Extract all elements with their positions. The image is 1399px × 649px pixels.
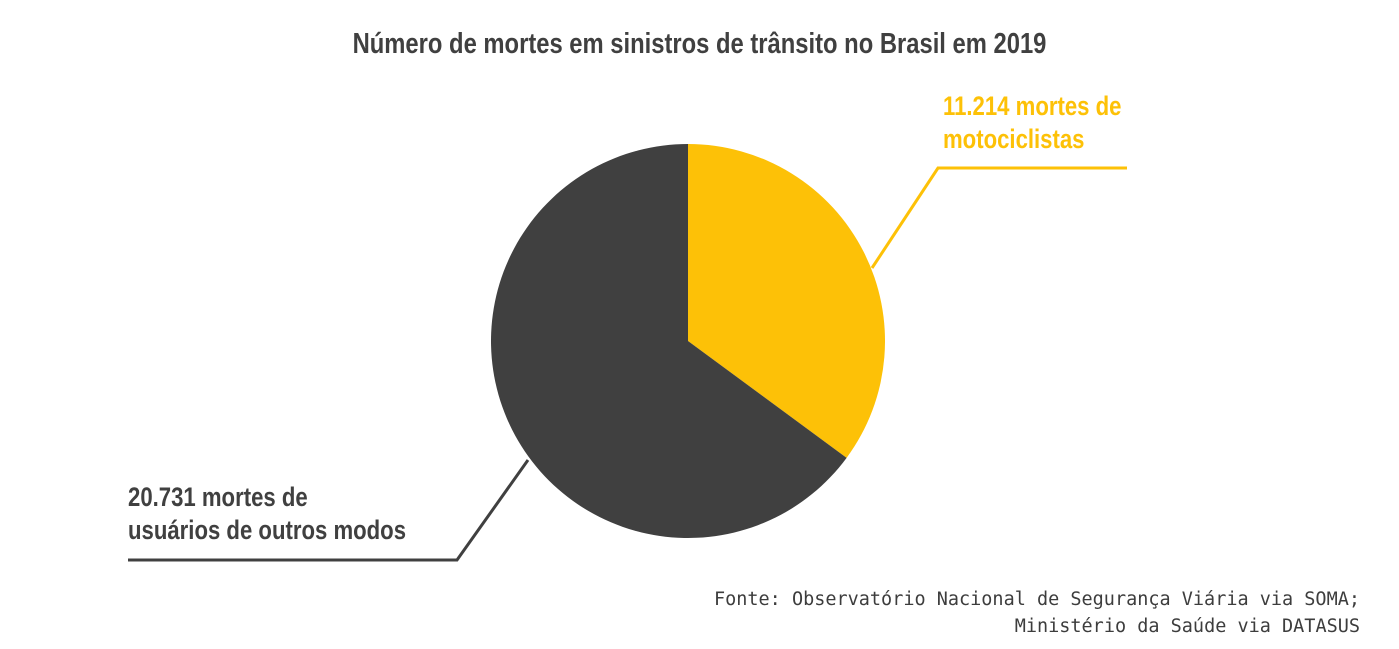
label-motociclistas: 11.214 mortes de motociclistas [943, 90, 1121, 156]
pie-slice-0 [688, 144, 885, 458]
pie-chart [491, 144, 885, 538]
source-note: Fonte: Observatório Nacional de Seguranç… [714, 586, 1360, 640]
source-note-line1: Fonte: Observatório Nacional de Seguranç… [713, 589, 1360, 610]
label-outros-modos: 20.731 mortes de usuários de outros modo… [128, 481, 406, 547]
leader-line-motociclistas [870, 166, 1127, 269]
label-motociclistas-line1: 11.214 mortes de [943, 91, 1122, 121]
chart-title: Número de mortes em sinistros de trânsit… [352, 28, 1047, 60]
pie-slice-1 [491, 144, 847, 538]
label-outros-modos-line1: 20.731 mortes de [128, 482, 308, 512]
label-motociclistas-line2: motociclistas [943, 124, 1085, 154]
source-note-line2: Ministério da Saúde via DATASUS [1014, 616, 1360, 637]
label-outros-modos-line2: usuários de outros modos [128, 515, 407, 545]
